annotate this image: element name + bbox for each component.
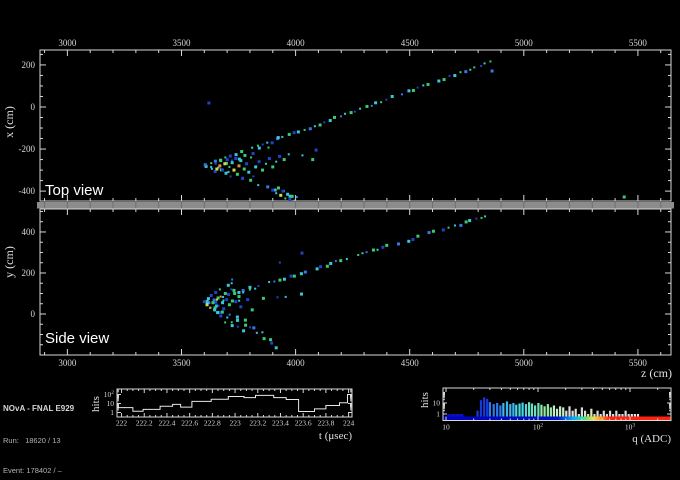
svg-text:5000: 5000 [515,358,534,368]
svg-text:0: 0 [31,102,36,112]
svg-text:222.4: 222.4 [159,419,176,428]
svg-text:3000: 3000 [58,38,77,48]
svg-text:223: 223 [229,419,241,428]
svg-text:3500: 3500 [172,358,191,368]
svg-text:4500: 4500 [401,38,420,48]
svg-text:4000: 4000 [287,38,306,48]
svg-text:400: 400 [22,227,36,237]
x-axis-title: x (cm) [2,106,16,138]
svg-text:10: 10 [107,399,115,408]
t-hits-axis-title: hits [90,396,102,412]
svg-text:223.4: 223.4 [272,419,289,428]
svg-text:102: 102 [533,423,544,432]
svg-text:5500: 5500 [629,38,648,48]
svg-text:1: 1 [436,410,440,419]
t-axis-title: t (μsec) [319,430,352,442]
svg-text:102: 102 [104,390,115,399]
svg-text:222.2: 222.2 [136,419,153,428]
svg-text:200: 200 [22,268,36,278]
svg-text:222.8: 222.8 [204,419,221,428]
svg-text:3500: 3500 [172,38,191,48]
svg-text:223.2: 223.2 [249,419,266,428]
side-view-pad[interactable] [39,208,672,356]
experiment-title: NOvA - FNAL E929 [3,404,75,413]
svg-text:5500: 5500 [629,358,648,368]
time-histogram: 222 222.2 222.4 222.6 222.8 223 223.2 223.4 223.… [104,388,355,428]
q-axis-title: q (ADC) [632,433,671,445]
charge-color-scale [443,416,671,421]
side-view-label: Side view [45,330,110,347]
charge-histogram-pad[interactable] [442,387,672,421]
top-view-panel: 3000 3500 4000 4500 5000 5500 -400 -200 0 200 [19,38,672,202]
run-number: Run: 18620 / 13 [3,436,61,445]
svg-text:103: 103 [625,423,636,432]
svg-text:0: 0 [31,309,36,319]
side-view-hits [202,215,487,350]
side-view-panel: 3000 3500 4000 4500 5000 5500 0 200 400 [22,208,672,368]
top-view-hits [203,60,626,201]
svg-text:3000: 3000 [58,358,77,368]
svg-text:-400: -400 [19,186,36,196]
z-axis-title: z (cm) [641,366,672,380]
svg-text:4500: 4500 [401,358,420,368]
svg-text:223.6: 223.6 [295,419,312,428]
q-hits-axis-title: hits [419,392,431,408]
top-view-label: Top view [45,182,104,199]
event-number: Event: 178402 / – [3,466,62,475]
svg-text:5000: 5000 [515,38,534,48]
svg-text:200: 200 [22,60,36,70]
event-info-panel: NOvA - FNAL E929 Run: 18620 / 13 Event: … [3,384,74,480]
svg-text:10: 10 [433,399,441,408]
panel-separator-bar [37,202,674,209]
svg-text:224: 224 [343,419,355,428]
svg-text:10: 10 [442,423,450,432]
time-histogram-pad[interactable] [116,388,353,418]
svg-text:222.6: 222.6 [181,419,198,428]
top-view-pad[interactable] [39,49,672,202]
svg-text:223.8: 223.8 [317,419,334,428]
svg-text:-200: -200 [19,144,36,154]
svg-text:222: 222 [116,419,128,428]
svg-text:4000: 4000 [287,358,306,368]
svg-text:1: 1 [110,408,114,417]
y-axis-title: y (cm) [2,246,16,278]
